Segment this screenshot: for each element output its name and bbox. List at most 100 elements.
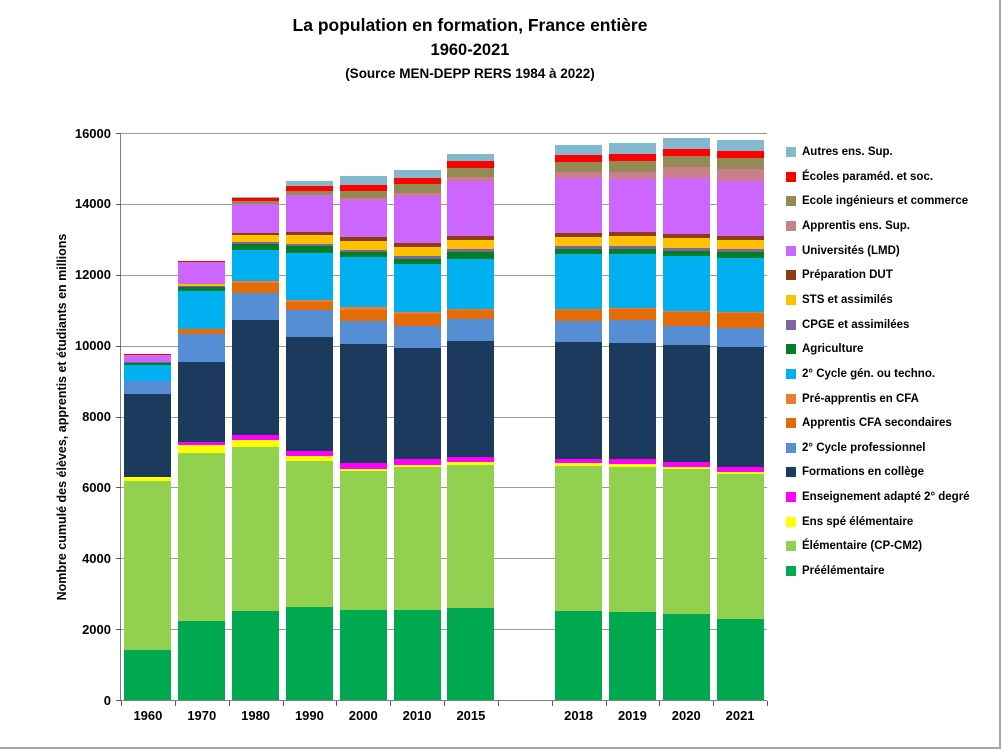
legend-label: Préélémentaire [802,565,885,578]
legend-swatch-icon [786,566,796,577]
legend-swatch-icon [786,393,796,404]
bar-segment [716,258,764,313]
bar-segment [555,342,603,459]
legend-swatch-icon [786,147,796,157]
bar-segment [608,466,656,612]
bar-segment [555,463,603,466]
bar-segment [232,235,280,243]
y-axis-tick [116,629,121,631]
x-axis-tick [497,701,499,706]
legend-item: Agriculture [786,343,863,355]
bar-segment [285,232,333,235]
gridline [121,629,767,631]
x-axis-label: 2010 [402,708,432,723]
bar-1970 [178,260,226,700]
bar-segment [662,310,710,313]
bar-segment [447,607,495,700]
bar-segment [232,434,280,440]
x-axis-label: 2015 [456,708,486,723]
bar-segment [178,285,226,287]
bar-segment [393,192,441,197]
bar-segment [393,466,441,610]
bar-segment [124,649,172,700]
x-axis-label: 1980 [241,708,271,723]
bar-segment [447,176,495,182]
bar-segment [447,308,495,310]
bar-segment [608,160,656,172]
bar-segment [178,334,226,363]
chart-title-years: 1960-2021 [430,41,510,59]
bar-segment [447,456,495,463]
bar-segment [393,348,441,460]
bar-segment [662,469,710,614]
legend-swatch-icon [786,220,796,231]
y-axis-tick-label: 14000 [74,196,111,212]
bar-segment [716,473,764,619]
bar-segment [447,239,495,249]
bar-segment [608,308,656,310]
legend-item: CPGE et assimilées [786,319,909,331]
chart-title: La population en formation, France entiè… [292,15,648,35]
bar-segment [285,234,333,244]
bar-segment [716,249,764,253]
bar-segment [124,365,172,382]
bar-segment [285,460,333,607]
bar-segment [608,153,656,161]
bar-segment [124,393,172,478]
legend-label: Apprentis ens. Sup. [802,219,910,232]
bar-segment [285,606,333,700]
bar-segment [555,310,603,321]
bar-segment [339,237,387,242]
x-axis-tick [228,701,230,706]
y-axis-tick-label: 16000 [74,125,111,141]
legend-swatch-icon [786,344,796,355]
x-axis-tick [390,701,392,706]
bar-segment [178,452,226,622]
gridline [121,133,767,134]
gridline [121,487,767,489]
legend-item: Apprentis ens. Sup. [786,220,910,232]
x-axis-tick [551,701,553,706]
y-axis-tick [116,558,121,560]
bar-segment [393,196,441,244]
legend-label: 2° Cycle professionnel [802,441,926,454]
bar-segment [662,166,710,179]
bar-segment [393,169,441,179]
bar-segment [555,308,603,311]
legend-item: Élémentaire (CP-CM2) [786,540,922,552]
bar-segment [232,249,280,281]
bar-segment [662,148,710,156]
bar-segment [232,196,280,199]
bar-segment [447,181,495,236]
y-axis-tick-label: 0 [103,692,111,708]
legend-label: Préparation DUT [802,269,893,282]
x-axis-label: 2021 [725,708,755,723]
y-axis-tick [116,133,121,134]
bar-segment [178,291,226,329]
bar-segment [555,320,603,343]
legend-item: Ecole ingénieurs et commerce [786,195,968,207]
bar-2018 [555,145,603,700]
bar-segment [339,241,387,250]
legend-label: Agriculture [802,343,864,356]
x-axis-label: 1960 [133,708,163,723]
bar-segment [285,301,333,311]
x-axis-label: 1990 [294,708,324,723]
y-axis-tick [116,487,121,489]
bar-segment [232,282,280,294]
bar-2019 [608,143,656,700]
bar-segment [339,321,387,345]
gridline [121,274,767,276]
bar-segment [555,254,603,309]
x-axis-tick [336,701,338,706]
bar-segment [555,236,603,246]
bar-segment [608,231,656,237]
legend-swatch-icon [786,171,796,182]
gridline [121,416,767,418]
bar-segment [178,328,226,335]
bar-segment [555,611,603,700]
bar-segment [178,262,226,284]
bar-segment [608,245,656,249]
gridline [121,345,767,347]
